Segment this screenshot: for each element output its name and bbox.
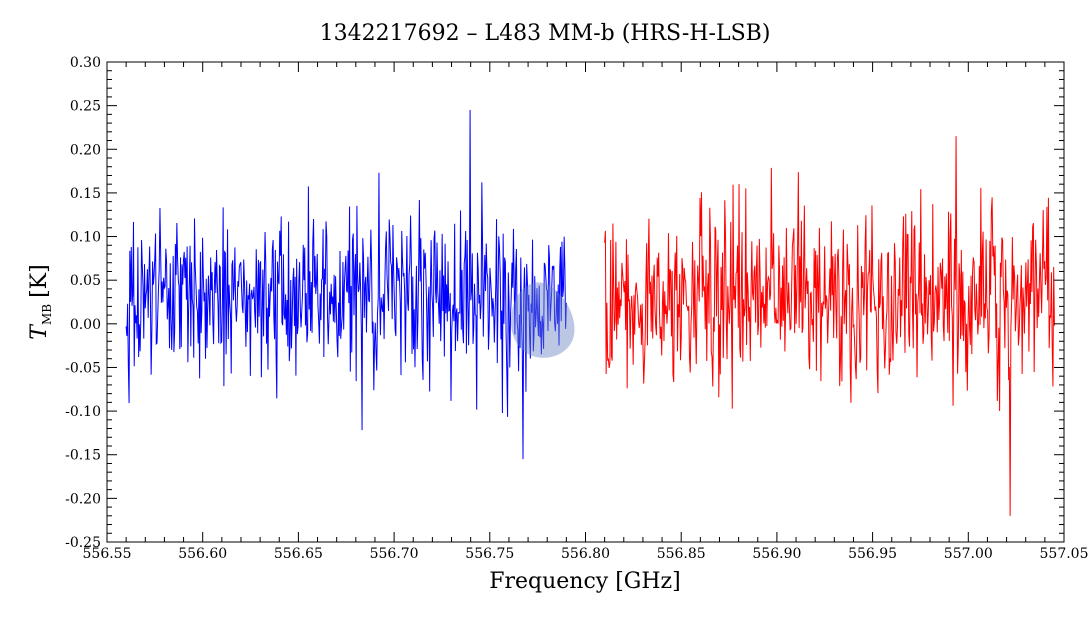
x-axis-ticks: 556.55 556.60 556.65 556.70 556.75 556.80 556.…	[83, 62, 1089, 562]
x-tick-label: 556.65	[274, 546, 323, 562]
x-tick-label: 557.00	[944, 546, 993, 562]
y-tick-label: 0.05	[70, 273, 101, 289]
x-axis-label: Frequency [GHz]	[489, 569, 681, 594]
y-tick-label: -0.10	[65, 404, 101, 420]
series-2-line	[604, 136, 1055, 516]
x-tick-label: 556.60	[178, 546, 227, 562]
y-tick-label: 0.25	[70, 99, 101, 115]
x-tick-label: 556.95	[848, 546, 897, 562]
y-axis-ticks: -0.25 -0.20 -0.15 -0.10 -0.05 0.00 0.05 0.10 0.1…	[65, 55, 1064, 551]
x-tick-label: 556.70	[370, 546, 419, 562]
y-tick-label: -0.15	[65, 448, 101, 464]
x-tick-label: 556.75	[465, 546, 514, 562]
plot-area	[125, 109, 1055, 516]
y-tick-label: 0.10	[70, 230, 101, 246]
x-tick-label: 556.90	[752, 546, 801, 562]
y-tick-label: 0.15	[70, 186, 101, 202]
y-axis-label-subscript: MB	[40, 304, 54, 325]
y-tick-label: -0.25	[65, 535, 101, 551]
y-tick-label: -0.05	[65, 360, 101, 376]
y-tick-label: 0.30	[70, 55, 101, 71]
y-tick-label: -0.20	[65, 491, 101, 507]
x-tick-label: 556.80	[561, 546, 610, 562]
y-tick-label: 0.00	[70, 317, 101, 333]
x-tick-label: 556.85	[657, 546, 706, 562]
overlay-blob	[511, 282, 575, 358]
x-tick-label: 556.55	[83, 546, 132, 562]
y-tick-label: 0.20	[70, 142, 101, 158]
series-1-line	[125, 109, 567, 460]
y-axis-label-unit: [K]	[27, 264, 52, 298]
x-tick-label: 557.05	[1040, 546, 1089, 562]
y-axis-label: TMB [K]	[27, 264, 54, 339]
chart-title: 1342217692 – L483 MM-b (HRS-H-LSB)	[320, 21, 771, 46]
svg-text:TMB[K]: TMB [K]	[27, 264, 54, 339]
y-axis-label-symbol: T	[27, 323, 52, 340]
